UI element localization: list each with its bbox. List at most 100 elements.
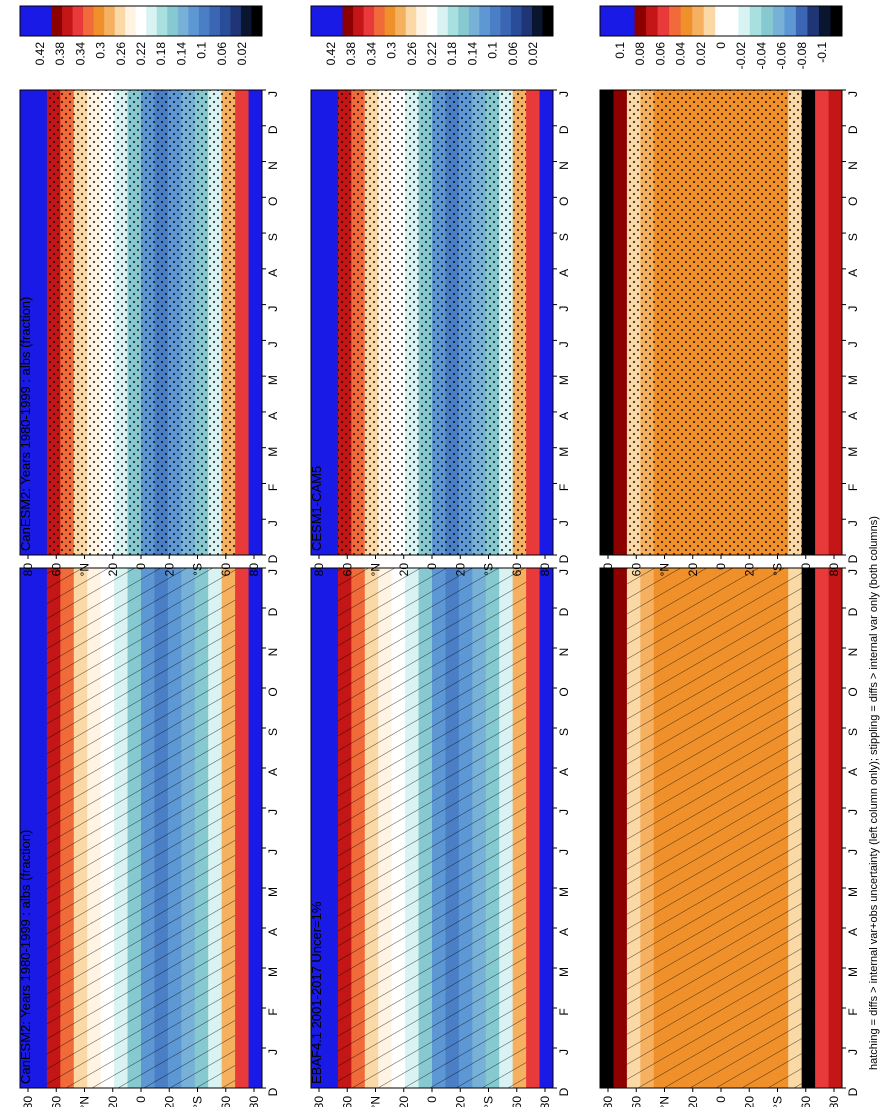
lat-tick-label: 60 [340,563,354,577]
month-tick-label: M [846,967,860,977]
colorbar-swatch [542,6,554,36]
colorbar-swatch [384,6,396,36]
month-tick-label: D [846,125,860,134]
lat-tick-label: 80 [21,1096,35,1107]
lat-tick-label: 20 [742,1096,756,1107]
heat-band [324,90,339,555]
month-tick-label: J [846,1049,860,1055]
month-tick-label: J [557,569,571,575]
colorbar-swatch [146,6,158,36]
stippling-overlay [626,90,816,555]
panel-title: CanESM2: Change vs CESM1-CAM5 [598,334,613,551]
colorbar-label: -0.06 [775,42,789,70]
month-tick-label: M [266,887,280,897]
month-tick-label: A [557,768,571,776]
lat-tick-label: 60 [629,563,643,577]
colorbar-label: -0.08 [795,42,809,70]
lat-tick-label: 80 [601,1096,615,1107]
lat-tick-label: 20 [686,563,700,577]
month-tick-label: A [266,768,280,776]
colorbar-swatch [807,6,820,36]
colorbar: 0.42 0.38 0.34 0.3 0.26 0.22 0.18 0.14 0.1 0.06 0.… [310,5,554,66]
lat-tick-label: 60 [49,1096,63,1107]
heat-band [539,90,554,555]
colorbar-swatch [156,6,168,36]
colorbar-swatch [531,6,543,36]
heat-band [20,90,34,555]
lat-tick-label: 20 [742,563,756,577]
colorbar-label: 0.3 [94,42,108,59]
colorbar-swatch [342,6,354,36]
colorbar-swatch [374,6,386,36]
month-tick-label: F [557,1008,571,1015]
month-tick-label: A [557,412,571,420]
lat-tick-label: 80 [827,1096,841,1107]
colorbar-label: 0.38 [344,42,358,66]
colorbar-frame [19,5,263,37]
month-tick-label: J [266,341,280,347]
colorbar-label: 0.04 [674,42,688,66]
month-tick-label: J [846,520,860,526]
colorbar-frame [599,5,843,37]
colorbar-swatch [680,6,693,36]
colorbar-swatch [62,6,74,36]
month-tick-label: D [557,554,571,563]
colorbar-label: 0.14 [174,42,188,66]
colorbar-swatch [83,6,95,36]
lat-tick-label: 80 [538,563,552,577]
lat-tick-label: 20 [397,1096,411,1107]
month-tick-label: J [266,1049,280,1055]
month-tick-label: O [557,687,571,696]
colorbar: 0.42 0.38 0.34 0.3 0.26 0.22 0.18 0.14 0.1 0.06 0.… [19,5,263,66]
month-tick-label: J [266,569,280,575]
lat-tick-label: 0 [714,1096,728,1103]
month-tick-label: M [266,375,280,385]
month-tick-label: M [266,447,280,457]
heat-band [600,90,614,555]
month-tick-label: J [557,849,571,855]
lat-tick-label: °S [482,1096,496,1107]
lat-tick-label: °N [78,563,92,576]
colorbar-swatch [177,6,189,36]
colorbar-label: 0.38 [53,42,67,66]
colorbar-label: 0 [714,42,728,49]
month-tick-label: J [266,849,280,855]
heat-band [33,568,48,1088]
month-tick-label: J [846,569,860,575]
colorbar-label: -0.04 [754,42,768,70]
colorbar-swatch [510,6,522,36]
panel-title: CanESM2: Years 1980-1999 : albs (fractio… [18,297,33,551]
month-tick-label: D [557,125,571,134]
lat-tick-label: °S [482,563,496,576]
heat-band [33,90,48,555]
colorbar-swatch [30,6,42,36]
colorbar-label: 0.18 [445,42,459,66]
colorbar-swatch [489,6,501,36]
colorbar-swatch [669,6,682,36]
month-tick-label: J [557,341,571,347]
colorbar-label: -0.02 [734,42,748,70]
lat-tick-label: 20 [453,563,467,577]
lat-tick-label: 0 [134,1096,148,1103]
month-tick-label: O [266,687,280,696]
colorbar-label: 0.1 [613,42,627,59]
colorbar-label: 0.22 [425,42,439,66]
colorbar-swatch [395,6,407,36]
colorbar-swatch [167,6,179,36]
colorbar-swatch [311,6,323,36]
lat-tick-label: °N [369,1096,383,1107]
colorbar-swatch [830,6,843,36]
lat-tick-label: 60 [799,563,813,577]
month-tick-label: D [846,607,860,616]
month-tick-label: O [266,197,280,206]
lat-tick-label: 20 [453,1096,467,1107]
colorbar-swatch [72,6,84,36]
month-tick-label: M [557,447,571,457]
month-tick-label: N [846,161,860,170]
lat-tick-label: 60 [49,563,63,577]
month-tick-label: J [266,306,280,312]
heat-band [311,90,325,555]
colorbar-swatch [784,6,797,36]
colorbar-label: 0.02 [235,42,249,66]
colorbar-swatch [692,6,705,36]
